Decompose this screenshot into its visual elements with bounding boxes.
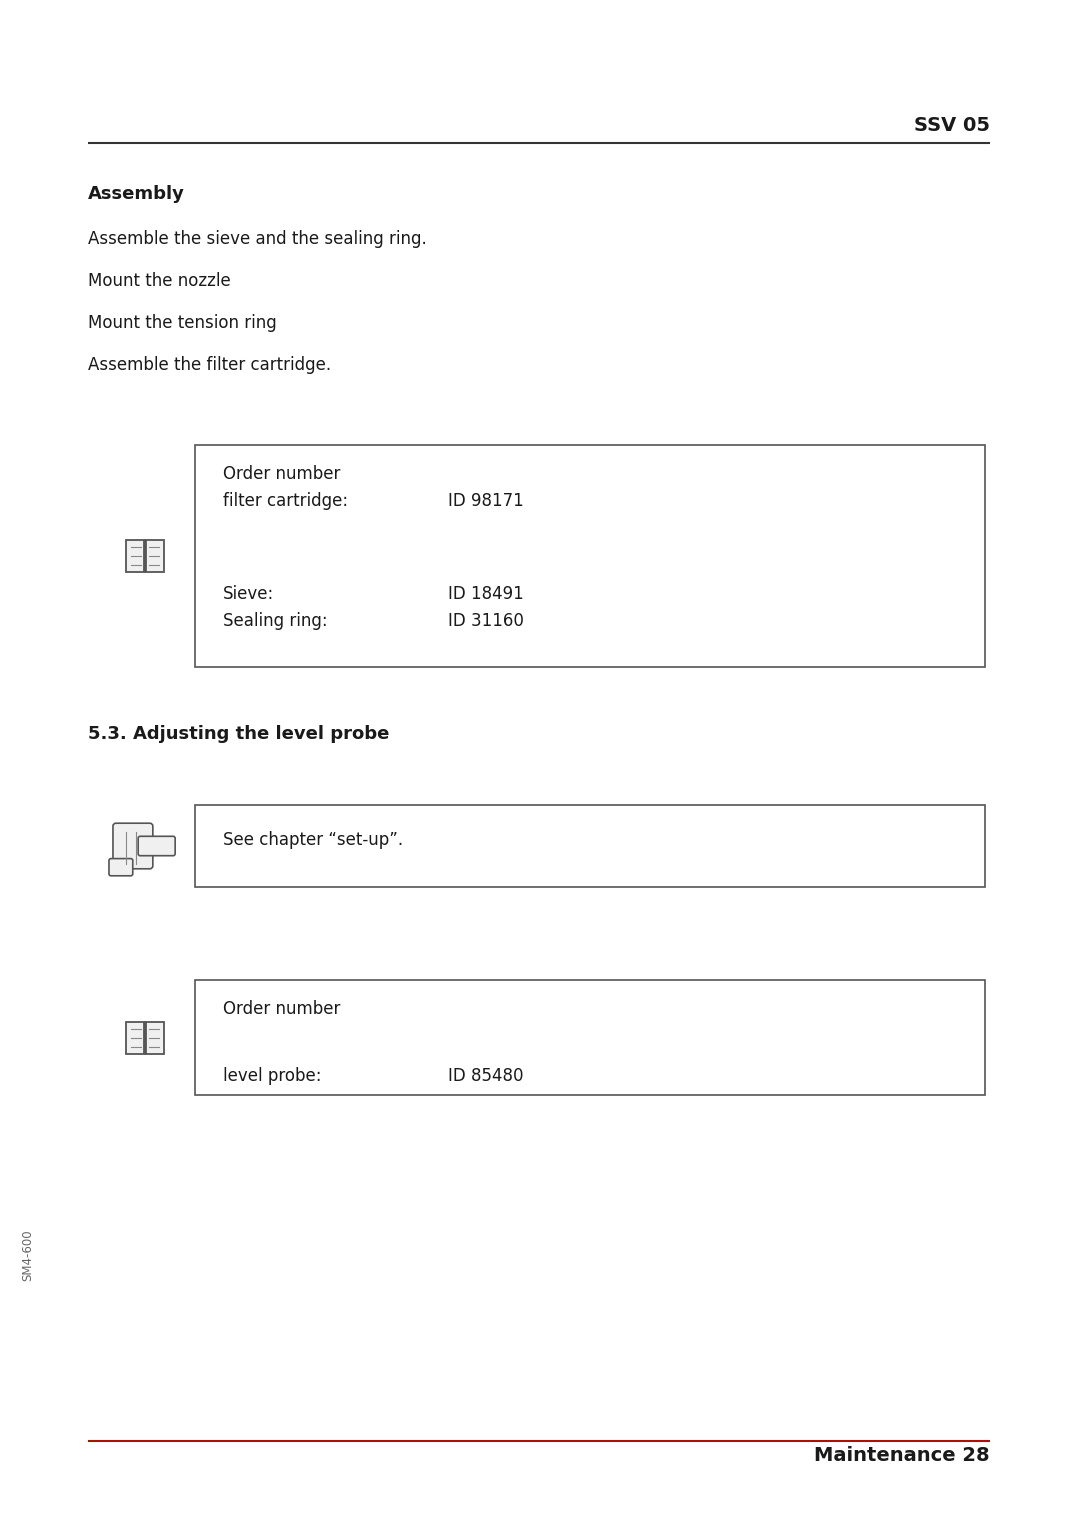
Text: Sieve:: Sieve: xyxy=(222,586,274,602)
Text: See chapter “set-up”.: See chapter “set-up”. xyxy=(222,831,403,849)
FancyBboxPatch shape xyxy=(138,836,175,856)
Text: Sealing ring:: Sealing ring: xyxy=(222,612,327,630)
Text: Maintenance 28: Maintenance 28 xyxy=(814,1446,990,1466)
Text: level probe:: level probe: xyxy=(222,1068,322,1084)
Bar xyxy=(126,1022,144,1054)
Bar xyxy=(195,805,985,888)
Text: Mount the tension ring: Mount the tension ring xyxy=(87,314,276,332)
Text: Assembly: Assembly xyxy=(87,185,185,203)
Text: ID 98171: ID 98171 xyxy=(448,493,524,509)
Bar xyxy=(146,1022,164,1054)
Text: SM4-600: SM4-600 xyxy=(22,1229,35,1281)
Bar xyxy=(195,981,985,1095)
Text: 5.3. Adjusting the level probe: 5.3. Adjusting the level probe xyxy=(87,724,390,743)
Text: Assemble the filter cartridge.: Assemble the filter cartridge. xyxy=(87,355,332,374)
Text: ID 85480: ID 85480 xyxy=(448,1068,524,1084)
FancyBboxPatch shape xyxy=(113,824,153,869)
Text: filter cartridge:: filter cartridge: xyxy=(222,493,348,509)
Text: Order number: Order number xyxy=(222,465,340,483)
FancyBboxPatch shape xyxy=(109,859,133,875)
Text: Mount the nozzle: Mount the nozzle xyxy=(87,271,231,290)
Text: SSV 05: SSV 05 xyxy=(914,116,990,136)
Text: ID 31160: ID 31160 xyxy=(448,612,524,630)
Text: Order number: Order number xyxy=(222,1000,340,1019)
Bar xyxy=(146,540,164,572)
Bar xyxy=(195,445,985,666)
Text: ID 18491: ID 18491 xyxy=(448,586,524,602)
Text: Assemble the sieve and the sealing ring.: Assemble the sieve and the sealing ring. xyxy=(87,230,427,249)
Bar xyxy=(126,540,144,572)
